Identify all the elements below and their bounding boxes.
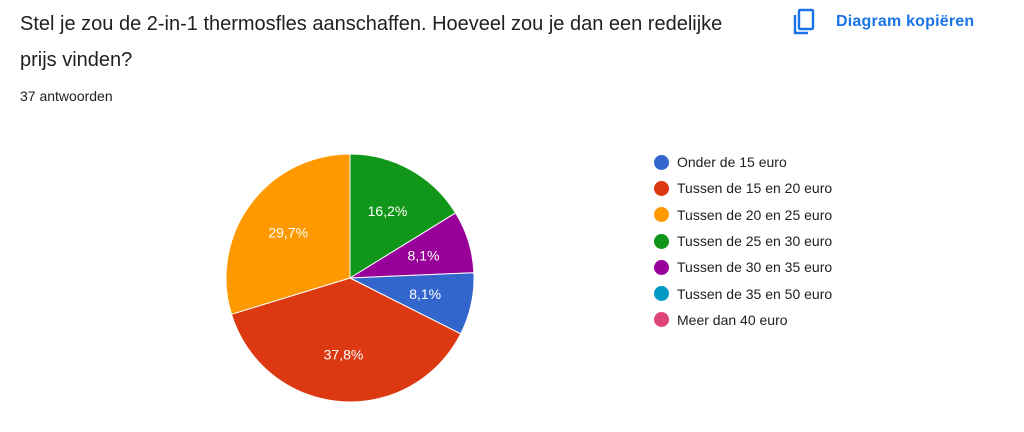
slice-label: 8,1% xyxy=(409,286,441,302)
slice-label: 37,8% xyxy=(324,347,364,363)
slice-label: 29,7% xyxy=(268,224,308,240)
legend-label: Tussen de 35 en 50 euro xyxy=(677,285,833,302)
pie-chart: 16,2% 8,1% 8,1% 37,8% 29,7% xyxy=(220,148,480,408)
question-title: Stel je zou de 2-in-1 thermosfles aansch… xyxy=(20,13,723,71)
legend-swatch xyxy=(654,259,669,275)
legend-label: Onder de 15 euro xyxy=(677,154,787,171)
legend-label: Tussen de 30 en 35 euro xyxy=(677,259,833,276)
legend-swatch xyxy=(654,286,669,302)
pie-slice[interactable] xyxy=(230,277,462,403)
copy-chart-button[interactable]: Diagram kopiëren xyxy=(790,4,974,40)
legend-swatch xyxy=(654,154,669,170)
copy-chart-label: Diagram kopiëren xyxy=(836,13,975,30)
legend-label: Tussen de 20 en 25 euro xyxy=(677,206,833,223)
legend-swatch xyxy=(654,312,669,328)
legend-swatch xyxy=(654,207,669,223)
legend-item[interactable]: Tussen de 25 en 30 euro xyxy=(654,228,832,254)
legend-swatch xyxy=(654,233,669,249)
legend-label: Meer dan 40 euro xyxy=(677,311,788,328)
pie-chart-svg: 16,2% 8,1% 8,1% 37,8% 29,7% xyxy=(225,153,475,403)
legend-item[interactable]: Tussen de 35 en 50 euro xyxy=(654,280,832,306)
legend-label: Tussen de 15 en 20 euro xyxy=(677,180,833,197)
legend-item[interactable]: Meer dan 40 euro xyxy=(654,307,832,333)
slice-label: 8,1% xyxy=(408,247,440,263)
legend-swatch xyxy=(654,180,669,196)
legend-label: Tussen de 25 en 30 euro xyxy=(677,233,833,250)
pie-slice[interactable] xyxy=(349,153,457,279)
legend-item[interactable]: Tussen de 15 en 20 euro xyxy=(654,175,832,201)
chart-legend: Onder de 15 euro Tussen de 15 en 20 euro T… xyxy=(654,149,832,333)
slice-label: 16,2% xyxy=(368,203,408,219)
legend-item[interactable]: Onder de 15 euro xyxy=(654,149,832,175)
response-count: 37 antwoorden xyxy=(20,88,113,104)
copy-icon xyxy=(790,8,818,36)
pie-slice[interactable] xyxy=(225,153,351,315)
legend-item[interactable]: Tussen de 20 en 25 euro xyxy=(654,202,832,228)
legend-item[interactable]: Tussen de 30 en 35 euro xyxy=(654,254,832,280)
